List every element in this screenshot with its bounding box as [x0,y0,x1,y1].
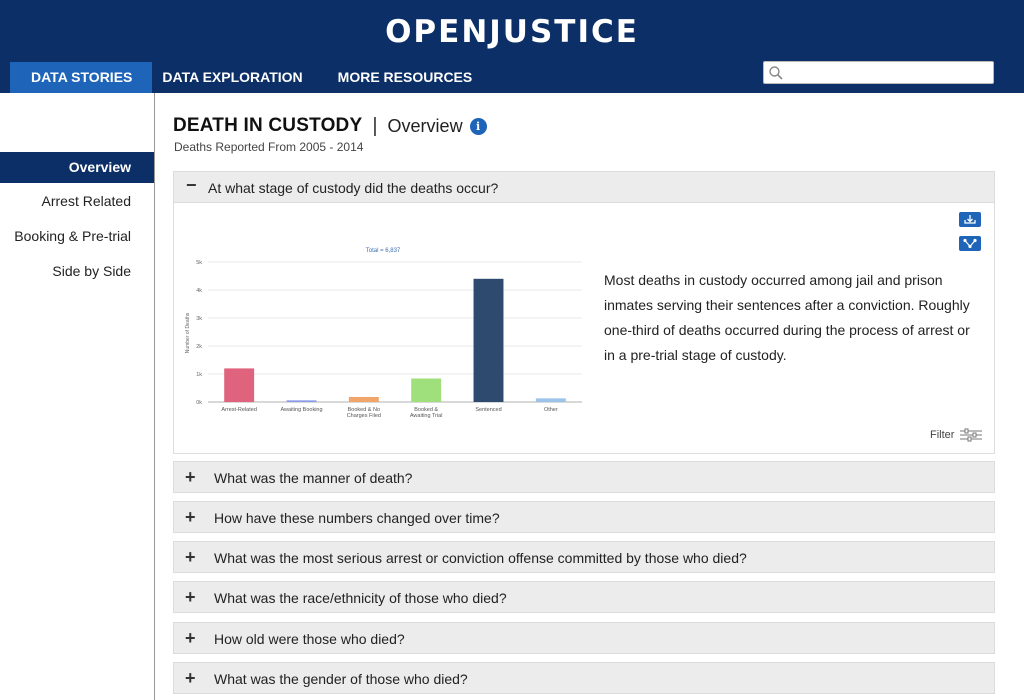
sidebar: Overview Arrest Related Booking & Pre-tr… [0,93,155,700]
chart-x-tick-label: Other [544,407,558,413]
chart-title: Total = 6,837 [366,248,401,254]
filter-label: Filter [930,429,955,441]
sidebar-item-booking-pretrial[interactable]: Booking & Pre-trial [14,228,131,244]
chart-x-tick-label: Booked & Awaiting Trial [410,407,443,419]
download-button[interactable] [959,212,981,227]
accordion-header-manner-of-death[interactable]: + What was the manner of death? [173,461,995,493]
expand-icon: + [185,507,196,527]
download-icon [964,215,976,224]
chart-bar-arrest-related[interactable] [224,368,255,402]
page-section: Overview [387,115,463,136]
sidebar-item-arrest-related[interactable]: Arrest Related [41,193,131,209]
search-box [763,61,994,84]
page-subtitle: Deaths Reported From 2005 - 2014 [174,140,364,154]
title-separator: | [372,114,378,137]
chart-y-tick-label: 0k [196,400,202,406]
accordion-question: What was the race/ethnicity of those who… [214,590,507,606]
sidebar-item-side-by-side[interactable]: Side by Side [52,263,131,279]
sidebar-item-overview[interactable]: Overview [0,152,154,183]
top-header: OPENJUSTICE DATA STORIES DATA EXPLORATIO… [0,0,1024,93]
chart-y-tick-label: 3k [196,316,202,322]
chart-bar-sentenced[interactable] [473,278,504,402]
accordion-header-serious-offense[interactable]: + What was the most serious arrest or co… [173,541,995,573]
page-title-row: DEATH IN CUSTODY | Overview i [173,114,487,138]
chart-x-tick-label: Arrest-Related [221,407,256,413]
site-logo[interactable]: OPENJUSTICE [385,14,639,50]
custody-stage-bar-chart: Total = 6,837 Number of Deaths 0k 1k 2k 3k 4… [185,248,582,419]
main-nav: DATA STORIES DATA EXPLORATION MORE RESOU… [10,62,482,93]
filter-button[interactable]: Filter [930,428,983,442]
accordion-question: What was the most serious arrest or conv… [214,550,747,566]
accordion-question: How old were those who died? [214,631,405,647]
accordion-question: What was the gender of those who died? [214,671,468,687]
accordion-header-gender[interactable]: + What was the gender of those who died? [173,662,995,694]
expand-icon: + [185,668,196,688]
info-icon[interactable]: i [469,117,487,135]
accordion-question: What was the manner of death? [214,470,413,486]
chart-bar-booked-no-charges-filed[interactable] [348,396,379,402]
collapse-icon: − [186,175,197,195]
accordion-question: How have these numbers changed over time… [214,510,500,526]
search-icon[interactable] [768,65,784,81]
accordion-header-numbers-over-time[interactable]: + How have these numbers changed over ti… [173,501,995,533]
expand-icon: + [185,587,196,607]
chart-y-tick-label: 2k [196,344,202,350]
chart-bar-booked-awaiting-trial[interactable] [411,378,442,402]
chart-bar-awaiting-booking[interactable] [286,400,317,402]
chart-x-tick-label: Booked & No Charges Filed [347,407,381,419]
share-button[interactable] [959,236,981,251]
accordion-header-race-ethnicity[interactable]: + What was the race/ethnicity of those w… [173,581,995,613]
chart-y-tick-label: 5k [196,260,202,266]
chart-description: Most deaths in custody occurred among ja… [604,272,970,363]
share-icon [963,238,977,249]
search-input[interactable] [786,63,990,82]
chart-x-tick-label: Sentenced [475,407,501,413]
accordion-question: At what stage of custody did the deaths … [208,180,499,196]
expand-icon: + [185,547,196,567]
chart-x-tick-label: Awaiting Booking [280,407,322,413]
chart-y-tick-label: 1k [196,372,202,378]
expand-icon: + [185,467,196,487]
expand-icon: + [185,628,196,648]
nav-data-stories[interactable]: DATA STORIES [10,62,153,93]
page-title: DEATH IN CUSTODY [173,115,363,136]
nav-data-exploration[interactable]: DATA EXPLORATION [162,69,303,85]
accordion-header-age[interactable]: + How old were those who died? [173,622,995,654]
accordion-header-custody-stage[interactable]: − At what stage of custody did the death… [173,171,995,203]
chart-y-axis-label: Number of Deaths [185,312,191,353]
chart-bar-other[interactable] [535,398,566,402]
chart-y-tick-label: 4k [196,288,202,294]
nav-more-resources[interactable]: MORE RESOURCES [337,69,473,85]
filter-sliders-icon [960,428,983,442]
